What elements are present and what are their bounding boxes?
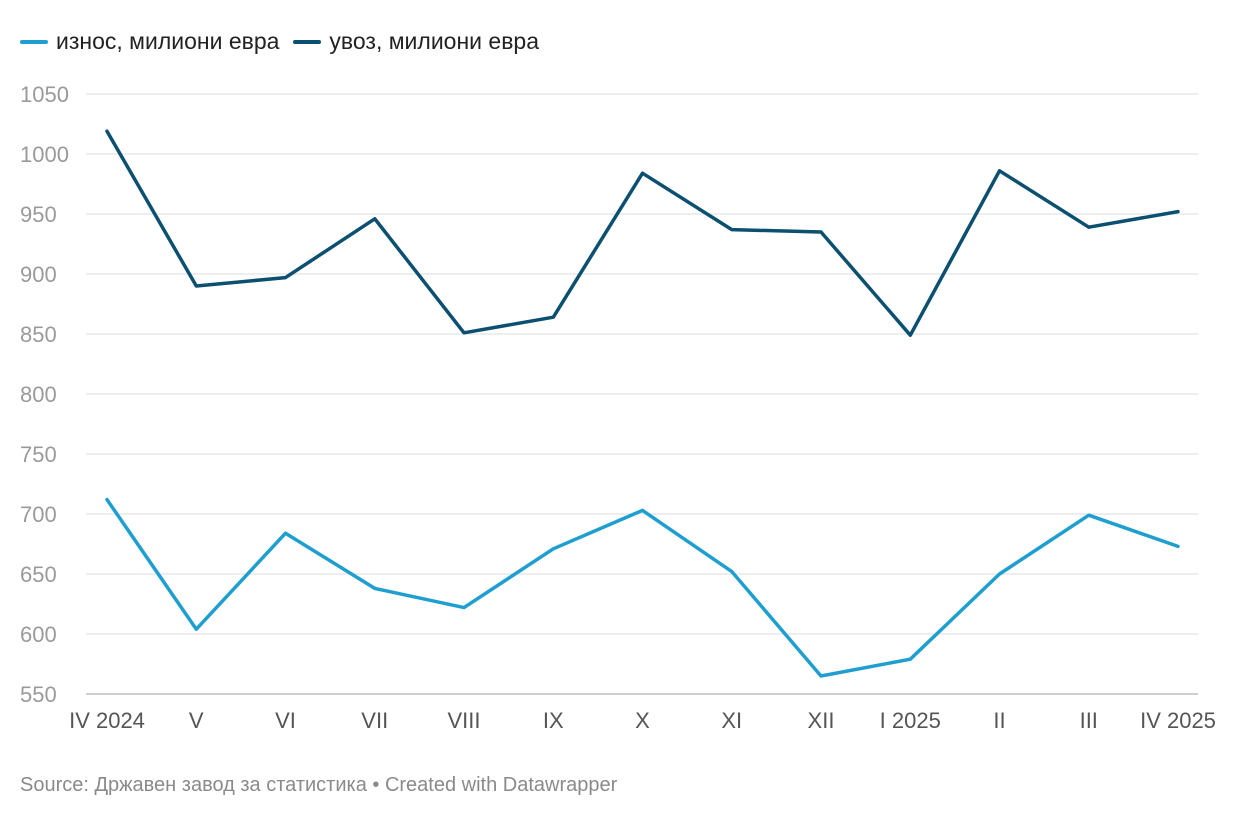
data-point-imports bbox=[998, 169, 1001, 173]
y-tick-label: 1050 bbox=[20, 82, 69, 107]
data-point-imports bbox=[908, 333, 912, 337]
data-point-exports bbox=[105, 498, 109, 502]
data-point-imports bbox=[819, 230, 823, 234]
series-line-exports bbox=[105, 497, 1180, 678]
y-tick-label: 1000 bbox=[20, 142, 69, 167]
data-point-imports bbox=[1087, 225, 1091, 229]
data-point-exports bbox=[819, 674, 823, 678]
data-point-imports bbox=[730, 228, 734, 232]
legend-item-imports: увоз, милиони евра bbox=[293, 28, 539, 55]
series-line-imports bbox=[105, 129, 1180, 337]
data-point-imports bbox=[1176, 210, 1180, 214]
data-point-exports bbox=[641, 508, 644, 512]
data-point-exports bbox=[462, 606, 466, 610]
y-tick-label: 550 bbox=[20, 682, 57, 707]
data-point-exports bbox=[908, 657, 912, 661]
data-point-exports bbox=[1087, 513, 1091, 517]
x-tick-label: V bbox=[189, 708, 204, 733]
x-tick-label: II bbox=[993, 708, 1005, 733]
legend-label-exports: износ, милиони евра bbox=[56, 28, 280, 54]
x-tick-label: VIII bbox=[447, 708, 480, 733]
data-point-exports bbox=[194, 627, 198, 631]
data-point-imports bbox=[194, 284, 198, 288]
legend-swatch-imports bbox=[293, 39, 322, 44]
y-tick-label: 950 bbox=[20, 202, 57, 227]
x-tick-label: XI bbox=[721, 708, 742, 733]
data-point-exports bbox=[373, 586, 377, 590]
y-axis-tick-labels: 550 600 650 700 750 800 850 900 950 1000 1050 bbox=[20, 82, 69, 707]
y-tick-label: 900 bbox=[20, 262, 57, 287]
data-point-imports bbox=[551, 315, 555, 319]
legend-swatch-exports bbox=[20, 39, 48, 44]
x-tick-label: XII bbox=[808, 708, 835, 733]
data-point-exports bbox=[998, 572, 1001, 576]
x-tick-label: IX bbox=[543, 708, 564, 733]
y-tick-label: 650 bbox=[20, 562, 57, 587]
y-tick-label: 850 bbox=[20, 322, 57, 347]
x-axis-tick-labels: IV 2024 V VI VII VIII IX X XI XII I 2025 II III IV 2… bbox=[69, 708, 1216, 733]
series-lines bbox=[105, 129, 1180, 678]
data-point-imports bbox=[462, 331, 466, 335]
y-tick-label: 700 bbox=[20, 502, 57, 527]
data-point-imports bbox=[105, 129, 109, 133]
data-point-exports bbox=[730, 570, 734, 574]
y-tick-label: 800 bbox=[20, 382, 57, 407]
source-credit: Source: Државен завод за статистика • Cr… bbox=[20, 774, 618, 796]
x-tick-label: VI bbox=[275, 708, 296, 733]
x-tick-label: IV 2024 bbox=[69, 708, 145, 733]
data-point-exports bbox=[551, 547, 555, 551]
x-tick-label: VII bbox=[361, 708, 388, 733]
data-point-imports bbox=[641, 171, 644, 175]
x-tick-label: IV 2025 bbox=[1140, 708, 1216, 733]
x-tick-label: I 2025 bbox=[880, 708, 941, 733]
x-tick-label: III bbox=[1080, 708, 1098, 733]
legend-label-imports: увоз, милиони евра bbox=[329, 28, 539, 54]
y-tick-label: 600 bbox=[20, 622, 57, 647]
data-point-imports bbox=[284, 276, 287, 280]
x-tick-label: X bbox=[635, 708, 650, 733]
y-tick-label: 750 bbox=[20, 442, 57, 467]
data-point-exports bbox=[1176, 544, 1180, 548]
legend-item-exports: износ, милиони евра bbox=[20, 28, 279, 55]
legend: износ, милиони евра увоз, милиони евра bbox=[20, 28, 539, 55]
data-point-imports bbox=[373, 217, 377, 221]
data-point-exports bbox=[284, 531, 287, 535]
gridlines bbox=[86, 93, 1198, 695]
